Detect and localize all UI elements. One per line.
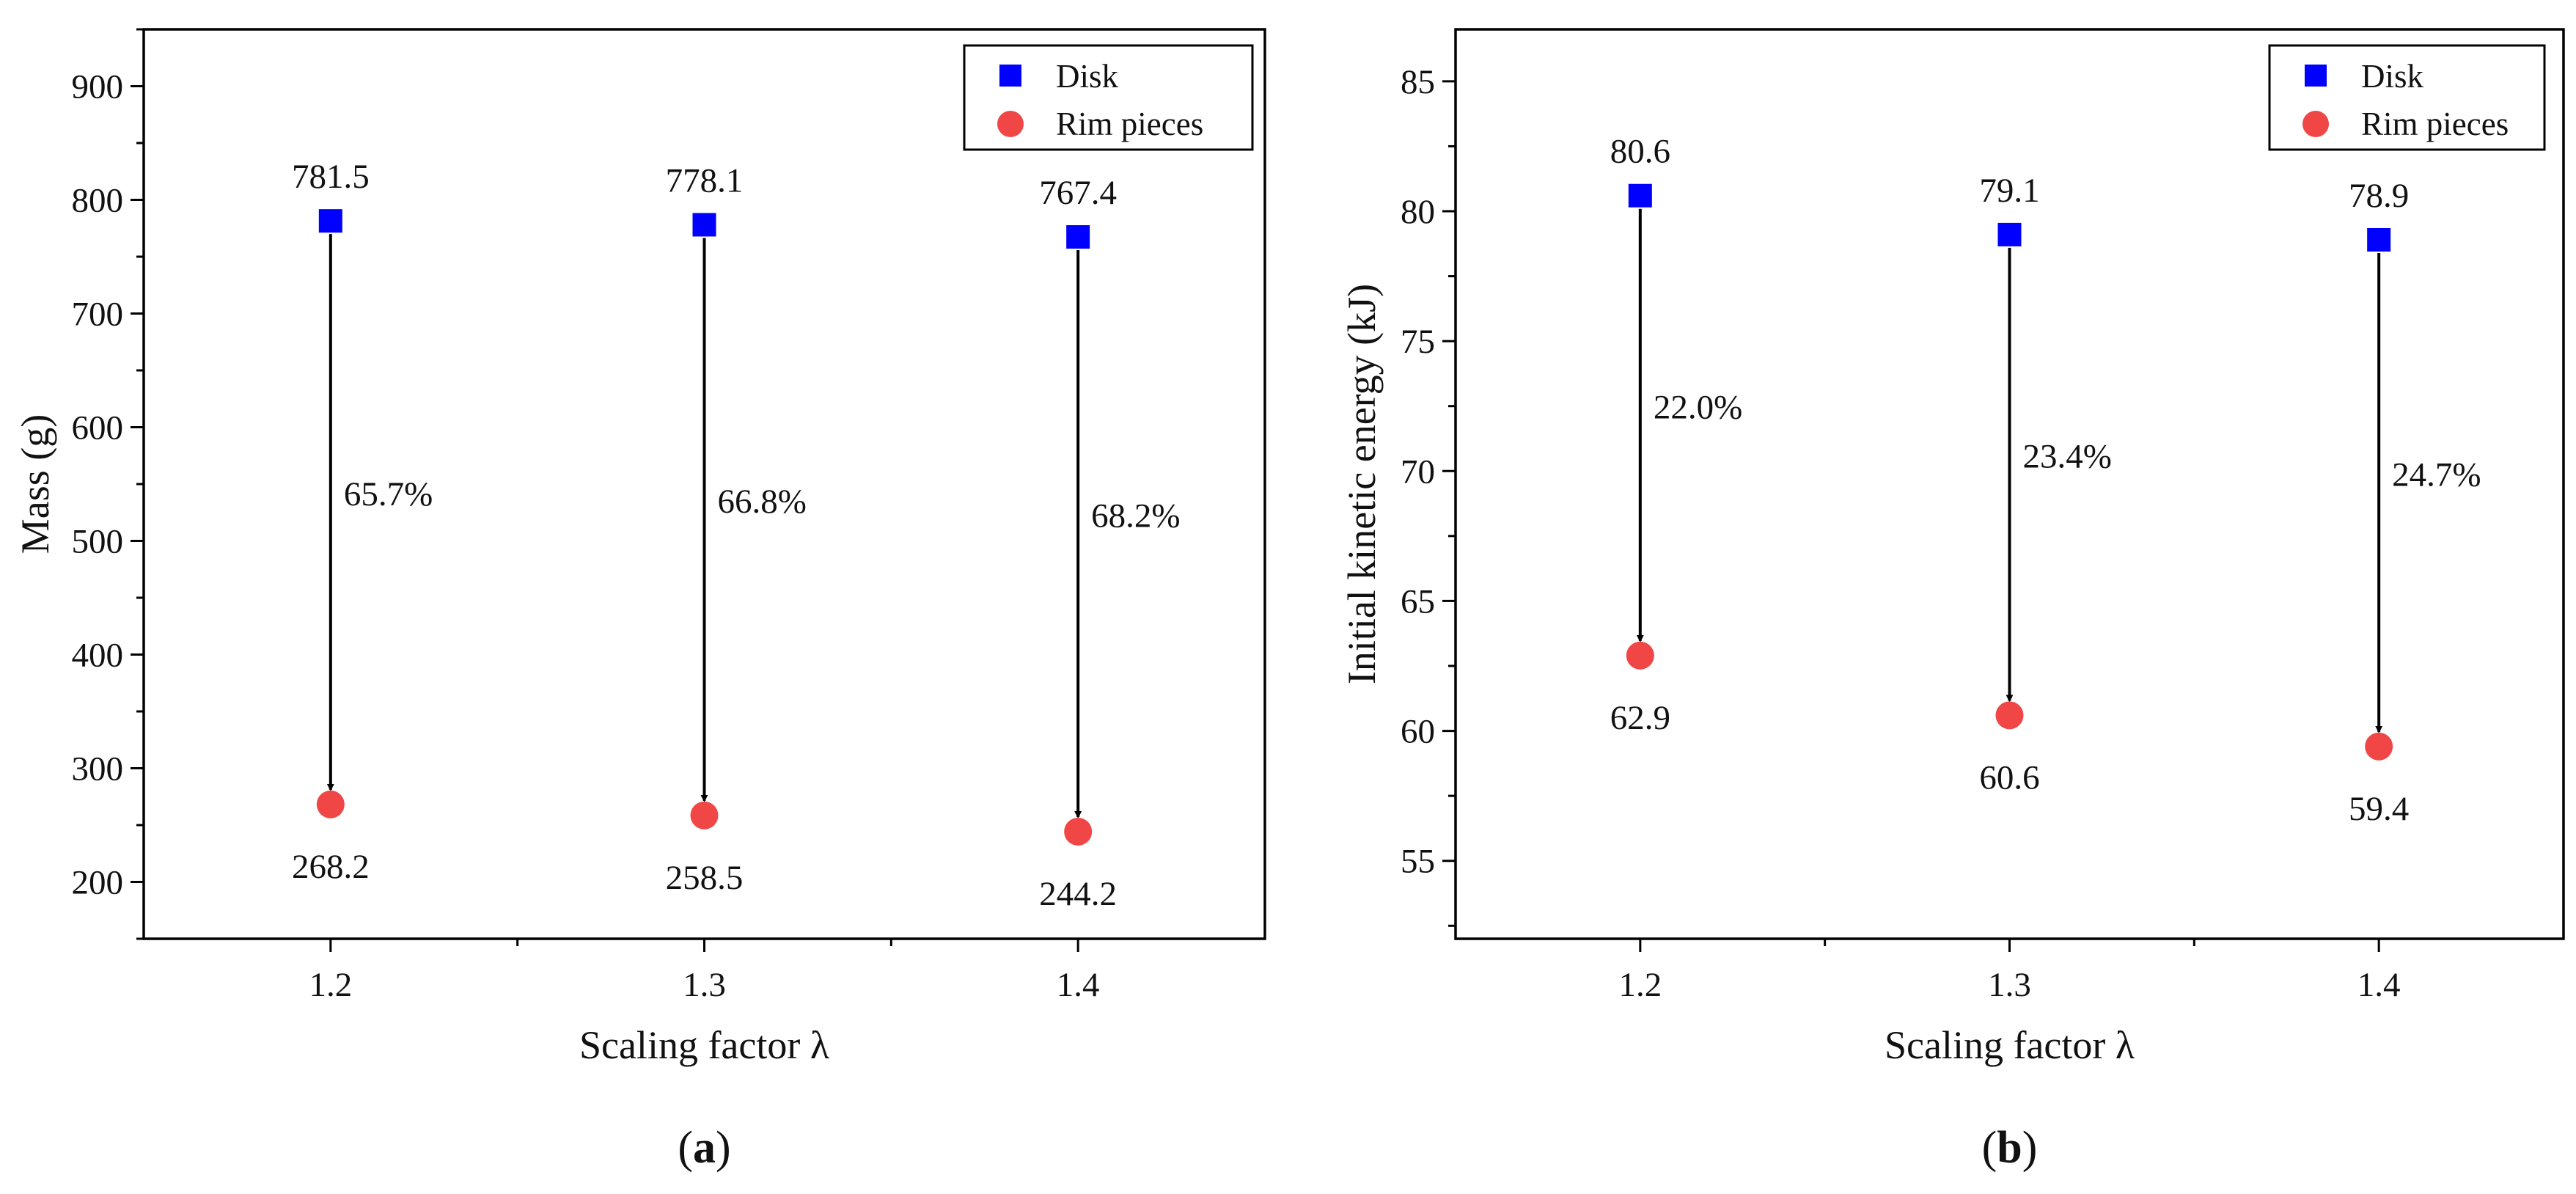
x-axis-label: Scaling factor λ xyxy=(579,1023,829,1067)
y-tick-label: 800 xyxy=(72,182,124,220)
chart-panel-a: 200 300 400 500 600 700 800 900 1.2 1.3 1.4 Scaling… xyxy=(13,28,1266,1173)
percent-annotation: 24.7% xyxy=(2392,455,2481,494)
x-tick-label: 1.2 xyxy=(309,966,352,1004)
disk-value-label: 78.9 xyxy=(2349,177,2409,215)
y-tick-label: 700 xyxy=(72,296,124,334)
disk-point xyxy=(1997,222,2022,246)
panel-label-close: ) xyxy=(716,1123,731,1173)
y-tick-label: 60 xyxy=(1401,713,1435,751)
legend-disk-marker xyxy=(2305,65,2327,87)
disk-value-label: 781.5 xyxy=(292,158,370,196)
x-tick-label: 1.4 xyxy=(1057,966,1100,1004)
y-tick-label: 900 xyxy=(72,68,124,106)
rim-value-label: 62.9 xyxy=(1610,699,1670,737)
disk-point xyxy=(318,209,342,233)
y-tick-label: 200 xyxy=(72,864,124,902)
legend: Disk Rim pieces xyxy=(963,44,1254,151)
percent-annotation: 22.0% xyxy=(1654,388,1742,426)
disk-value-label: 767.4 xyxy=(1039,174,1117,212)
rim-point xyxy=(2365,732,2393,761)
rim-value-label: 268.2 xyxy=(292,848,370,886)
rim-point xyxy=(1626,641,1654,670)
rim-point xyxy=(316,790,345,818)
y-axis-label: Initial kinetic energy (kJ) xyxy=(1340,284,1384,684)
x-tick-label: 1.3 xyxy=(683,966,726,1004)
panel-label-open: ( xyxy=(1982,1123,1997,1173)
panel-label-letter: a xyxy=(693,1123,716,1173)
x-tick-label: 1.4 xyxy=(2357,966,2401,1004)
legend-rim-marker xyxy=(997,111,1024,137)
legend-rim-label: Rim pieces xyxy=(2361,106,2509,142)
disk-point xyxy=(2367,227,2391,252)
y-tick-label: 75 xyxy=(1401,323,1435,361)
legend-rim-label: Rim pieces xyxy=(1056,106,1203,142)
y-tick-label: 600 xyxy=(72,409,124,447)
panel-label-close: ) xyxy=(2022,1123,2038,1173)
legend-rim-marker xyxy=(2302,111,2329,137)
x-tick-label: 1.2 xyxy=(1618,966,1662,1004)
y-tick-label: 65 xyxy=(1401,582,1435,620)
y-tick-label: 500 xyxy=(72,523,124,561)
legend: Disk Rim pieces xyxy=(2268,44,2546,151)
y-tick-label: 400 xyxy=(72,637,124,675)
x-axis-label: Scaling factor λ xyxy=(1885,1023,2135,1067)
percent-annotation: 68.2% xyxy=(1091,497,1180,535)
y-tick-label: 70 xyxy=(1401,453,1435,491)
percent-annotation: 65.7% xyxy=(344,475,433,513)
disk-point xyxy=(1066,225,1090,249)
disk-value-label: 79.1 xyxy=(1979,172,2039,210)
x-tick-label: 1.3 xyxy=(1988,966,2031,1004)
rim-value-label: 59.4 xyxy=(2349,790,2409,828)
panel-label: (a) xyxy=(678,1123,730,1173)
chart-panel-b: 55 60 65 70 75 80 85 1.2 1.3 1.4 Scaling factor λ I… xyxy=(1340,28,2565,1173)
disk-value-label: 80.6 xyxy=(1610,133,1670,171)
legend-disk-label: Disk xyxy=(1056,58,1119,95)
legend-disk-label: Disk xyxy=(2361,58,2424,95)
percent-annotation: 66.8% xyxy=(718,483,807,521)
rim-value-label: 258.5 xyxy=(666,859,744,897)
disk-point xyxy=(1628,183,1652,208)
rim-value-label: 244.2 xyxy=(1039,875,1117,913)
disk-value-label: 778.1 xyxy=(666,161,744,199)
panel-label-open: ( xyxy=(678,1123,693,1173)
y-tick-label: 85 xyxy=(1401,63,1435,101)
y-tick-label: 300 xyxy=(72,750,124,788)
y-axis-label: Mass (g) xyxy=(13,414,57,554)
percent-annotation: 23.4% xyxy=(2023,438,2112,476)
panel-label: (b) xyxy=(1982,1123,2038,1173)
rim-point xyxy=(1064,817,1093,846)
y-tick-label: 55 xyxy=(1401,843,1435,881)
rim-point xyxy=(690,801,719,829)
panel-label-letter: b xyxy=(1997,1123,2022,1173)
legend-disk-marker xyxy=(999,65,1021,87)
y-tick-label: 80 xyxy=(1401,193,1435,231)
rim-point xyxy=(1995,701,2024,730)
disk-point xyxy=(692,213,716,237)
rim-value-label: 60.6 xyxy=(1979,758,2039,796)
